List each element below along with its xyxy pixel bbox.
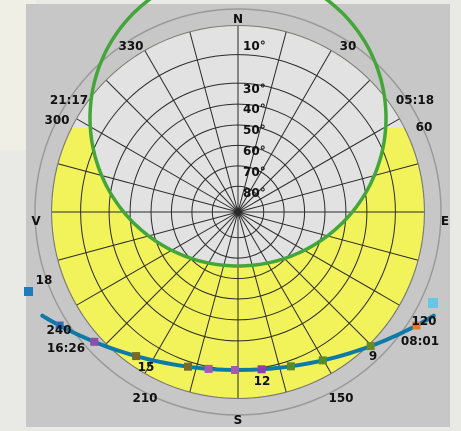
azimuth-label-30: 30 <box>340 39 357 53</box>
winter-hour-marker <box>231 366 240 374</box>
azimuth-spoke <box>76 211 239 306</box>
altitude-label-70: 70° <box>243 165 266 179</box>
winter-hour-markers <box>55 321 421 374</box>
azimuth-label-60: 60 <box>416 120 433 134</box>
hour-label-18: 18 <box>36 273 53 287</box>
azimuth-label-330: 330 <box>118 39 143 53</box>
winter-hour-marker <box>90 337 99 346</box>
winter-hour-marker <box>257 365 266 374</box>
winter-hour-marker <box>55 321 64 330</box>
azimuth-label-120: 120 <box>411 314 436 328</box>
azimuth-label-150: 150 <box>328 391 353 405</box>
compass-south-label: S <box>234 413 243 427</box>
azimuth-label-300: 300 <box>44 113 69 127</box>
hour-label-15: 15 <box>138 360 155 374</box>
azimuth-spoke <box>237 211 287 392</box>
azimuth-spoke <box>58 163 239 213</box>
compass-north-label: N <box>233 12 243 26</box>
azimuth-spoke <box>237 163 418 213</box>
winter-hour-marker <box>412 321 421 330</box>
azimuth-spoke <box>76 118 239 213</box>
winter-hour-marker <box>286 362 295 371</box>
winter-hour-marker <box>366 342 375 351</box>
azimuth-spoke <box>237 80 370 213</box>
altitude-label-30: 30° <box>243 82 266 96</box>
sunlit-region <box>52 26 424 398</box>
summer-solstice-path <box>88 0 388 268</box>
winter-sunrise-time: 08:01 <box>401 334 439 348</box>
azimuth-spoke <box>189 32 239 213</box>
altitude-label-40: 40° <box>243 102 266 116</box>
winter-hour-marker <box>184 362 192 371</box>
azimuth-spoke <box>106 211 239 344</box>
winter-path-start-marker <box>24 287 33 296</box>
azimuth-spoke <box>189 211 239 392</box>
hour-label-9: 9 <box>369 349 377 363</box>
winter-sunset-time: 16:26 <box>47 341 85 355</box>
winter-hour-marker <box>318 356 327 365</box>
altitude-label-50: 50° <box>243 123 266 137</box>
azimuth-spoke <box>237 50 332 213</box>
azimuth-spoke <box>237 211 370 344</box>
winter-path-end-marker <box>428 298 438 308</box>
azimuth-spoke <box>237 118 400 213</box>
summer-sunrise-time: 05:18 <box>396 93 434 107</box>
azimuth-spoke <box>106 80 239 213</box>
compass-east-label: E <box>441 214 449 228</box>
hour-label-12: 12 <box>254 374 271 388</box>
azimuth-spoke <box>237 211 332 374</box>
azimuth-spoke <box>237 32 287 213</box>
azimuth-spoke <box>144 50 239 213</box>
winter-hour-marker <box>204 364 213 373</box>
altitude-label-60: 60° <box>243 144 266 158</box>
azimuth-spoke <box>144 211 239 374</box>
winter-hour-marker <box>132 352 141 361</box>
azimuth-spoke <box>237 211 400 306</box>
azimuth-label-210: 210 <box>132 391 157 405</box>
outer-horizon-ring <box>34 8 442 416</box>
summer-sunset-time: 21:17 <box>50 93 88 107</box>
altitude-label-10: 10° <box>243 39 266 53</box>
compass-west-label: V <box>31 214 41 228</box>
azimuth-label-240: 240 <box>46 323 71 337</box>
altitude-label-80: 80° <box>243 186 266 200</box>
